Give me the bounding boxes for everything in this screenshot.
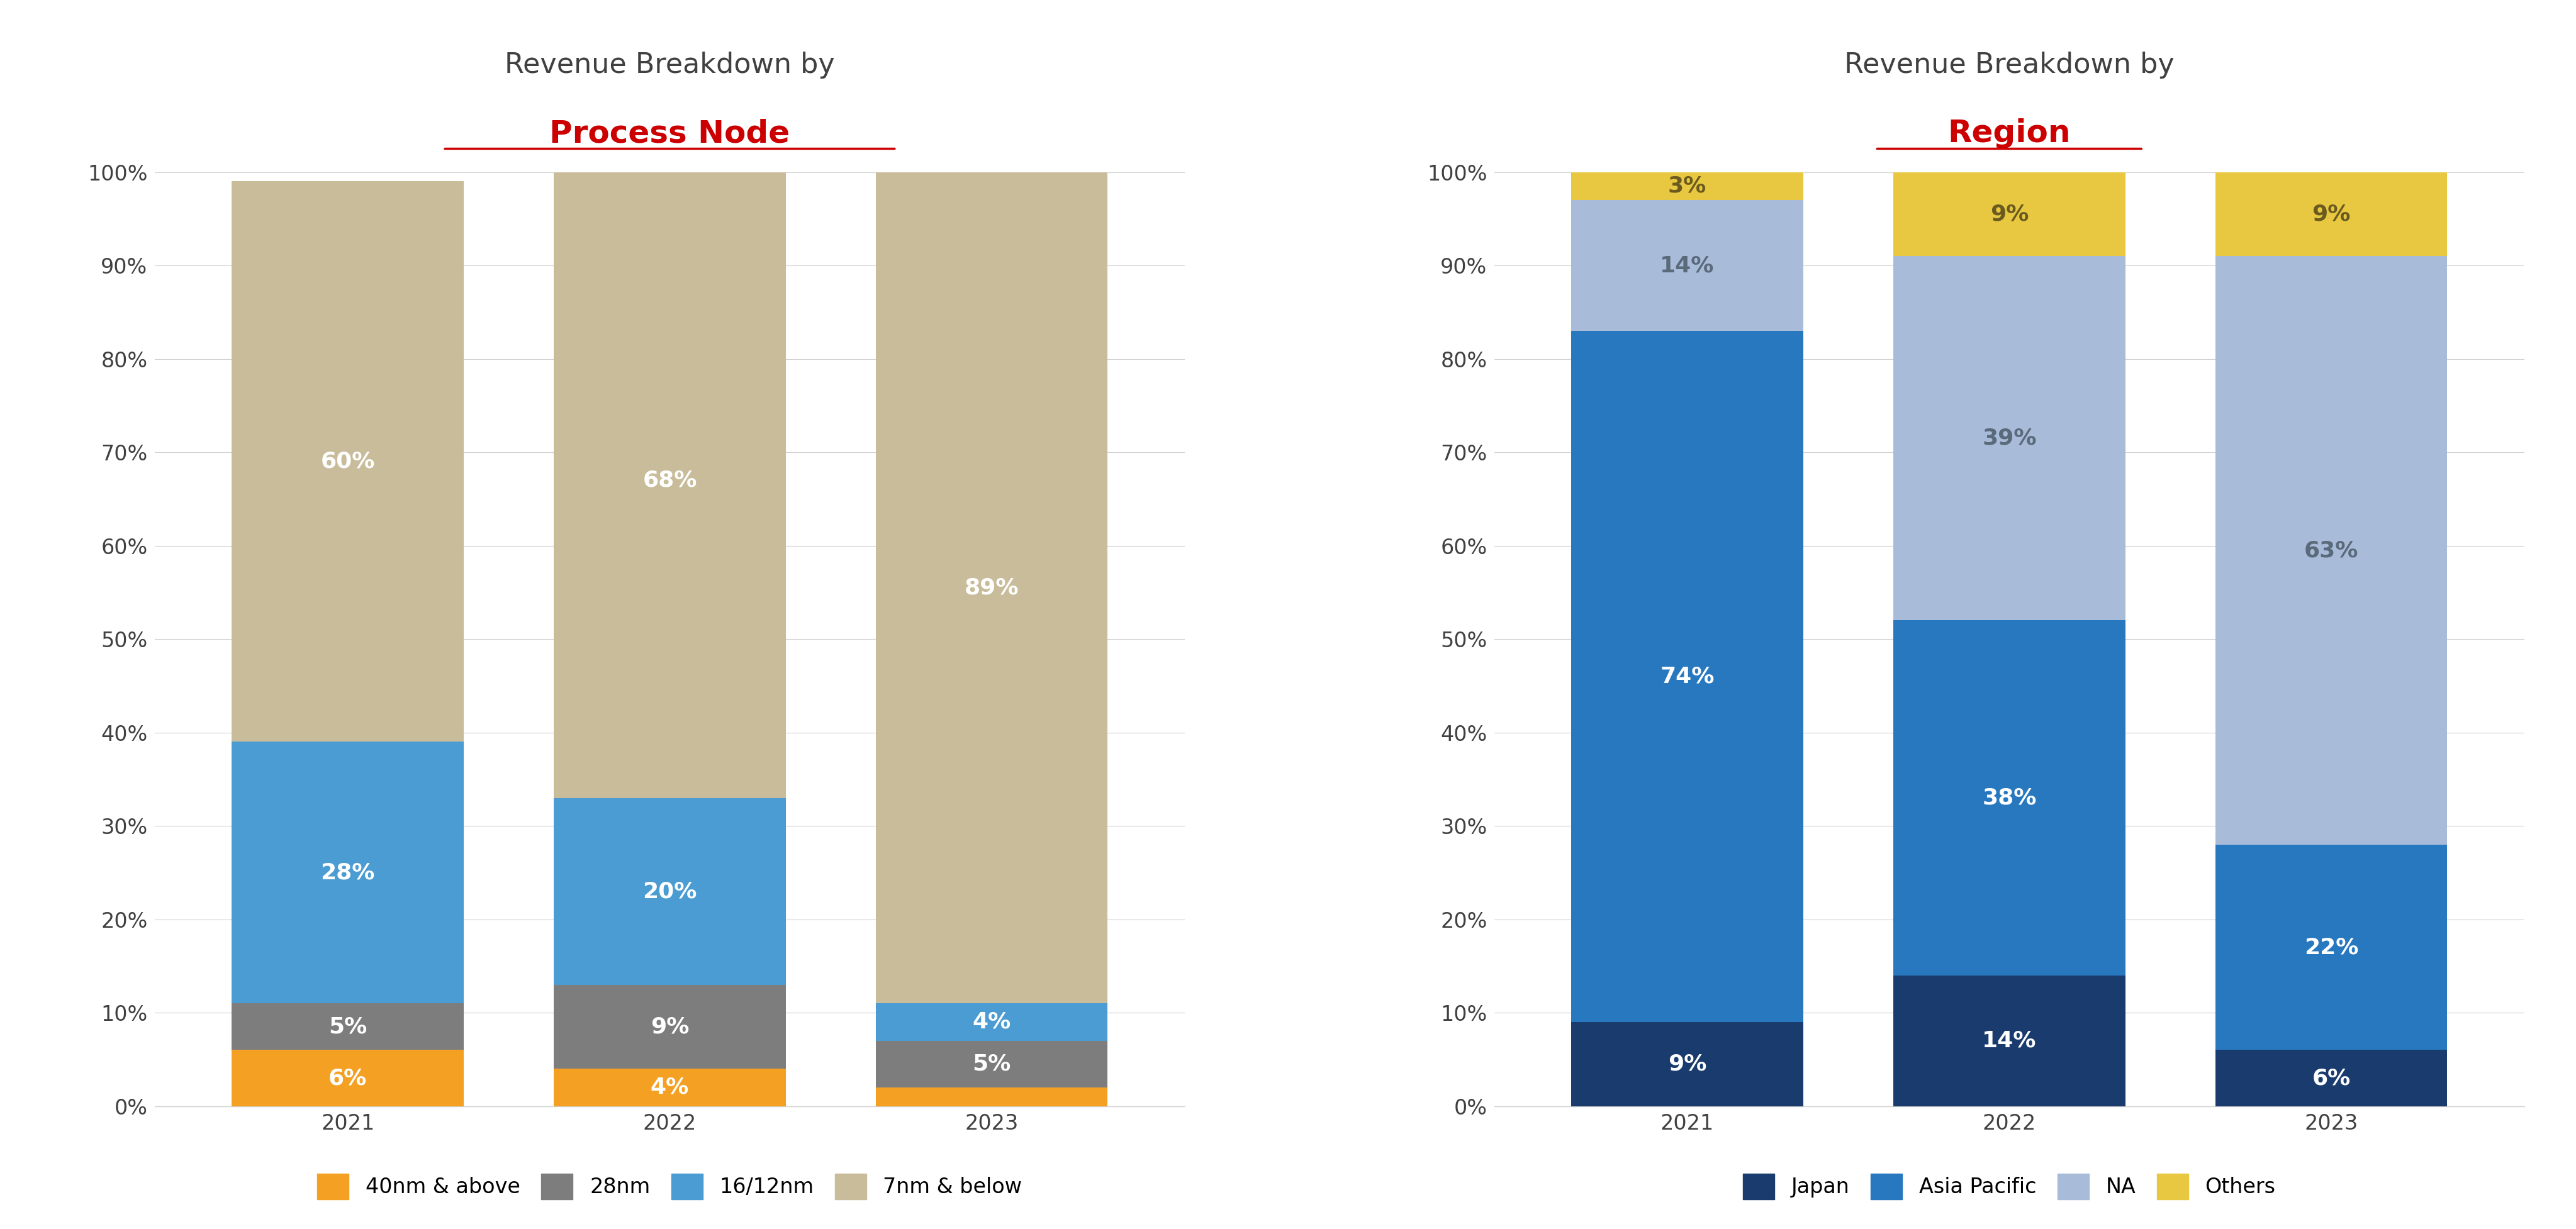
Text: 9%: 9% bbox=[2313, 203, 2349, 225]
Text: 5%: 5% bbox=[330, 1016, 366, 1037]
Bar bbox=[554, 798, 786, 984]
Bar bbox=[2215, 256, 2447, 844]
Text: 74%: 74% bbox=[1659, 666, 1716, 687]
Bar bbox=[1571, 1023, 1803, 1106]
Bar bbox=[1893, 172, 2125, 256]
Bar bbox=[1571, 172, 1803, 200]
Bar bbox=[1571, 331, 1803, 1023]
Text: Region: Region bbox=[1947, 118, 2071, 149]
Text: 14%: 14% bbox=[1981, 1030, 2038, 1052]
Legend: 40nm & above, 28nm, 16/12nm, 7nm & below: 40nm & above, 28nm, 16/12nm, 7nm & below bbox=[309, 1165, 1030, 1208]
Bar bbox=[232, 1003, 464, 1050]
Text: 22%: 22% bbox=[2303, 936, 2360, 959]
Bar bbox=[232, 1050, 464, 1106]
Bar bbox=[876, 1088, 1108, 1106]
Text: Revenue Breakdown by: Revenue Breakdown by bbox=[1844, 52, 2174, 79]
Bar bbox=[232, 182, 464, 742]
Bar bbox=[876, 172, 1108, 1003]
Text: 60%: 60% bbox=[319, 451, 376, 472]
Bar bbox=[2215, 172, 2447, 256]
Bar bbox=[1571, 200, 1803, 331]
Text: 6%: 6% bbox=[2313, 1067, 2349, 1089]
Bar bbox=[2215, 1050, 2447, 1106]
Text: 38%: 38% bbox=[1981, 787, 2038, 809]
Text: 68%: 68% bbox=[641, 469, 698, 492]
Text: 9%: 9% bbox=[1669, 1053, 1705, 1075]
Text: 3%: 3% bbox=[1669, 176, 1705, 197]
Bar bbox=[2215, 844, 2447, 1050]
Text: 89%: 89% bbox=[963, 576, 1020, 599]
Text: 28%: 28% bbox=[319, 862, 376, 884]
Bar bbox=[1893, 621, 2125, 976]
Bar bbox=[554, 984, 786, 1069]
Text: 63%: 63% bbox=[2303, 540, 2360, 562]
Bar bbox=[554, 162, 786, 798]
Text: 9%: 9% bbox=[652, 1016, 688, 1037]
Bar bbox=[876, 1041, 1108, 1088]
Bar bbox=[232, 742, 464, 1003]
Text: 4%: 4% bbox=[652, 1077, 688, 1099]
Bar bbox=[1893, 256, 2125, 621]
Bar bbox=[1893, 976, 2125, 1106]
Text: 5%: 5% bbox=[974, 1053, 1010, 1075]
Text: 6%: 6% bbox=[330, 1067, 366, 1089]
Text: Revenue Breakdown by: Revenue Breakdown by bbox=[505, 52, 835, 79]
Legend: Japan, Asia Pacific, NA, Others: Japan, Asia Pacific, NA, Others bbox=[1734, 1165, 2285, 1208]
Text: 9%: 9% bbox=[1991, 203, 2027, 225]
Text: 39%: 39% bbox=[1981, 428, 2038, 449]
Text: Process Node: Process Node bbox=[549, 118, 791, 149]
Text: 20%: 20% bbox=[641, 880, 698, 902]
Text: 14%: 14% bbox=[1659, 254, 1716, 277]
Bar bbox=[554, 1069, 786, 1106]
Text: 4%: 4% bbox=[974, 1011, 1010, 1032]
Bar bbox=[876, 1003, 1108, 1041]
